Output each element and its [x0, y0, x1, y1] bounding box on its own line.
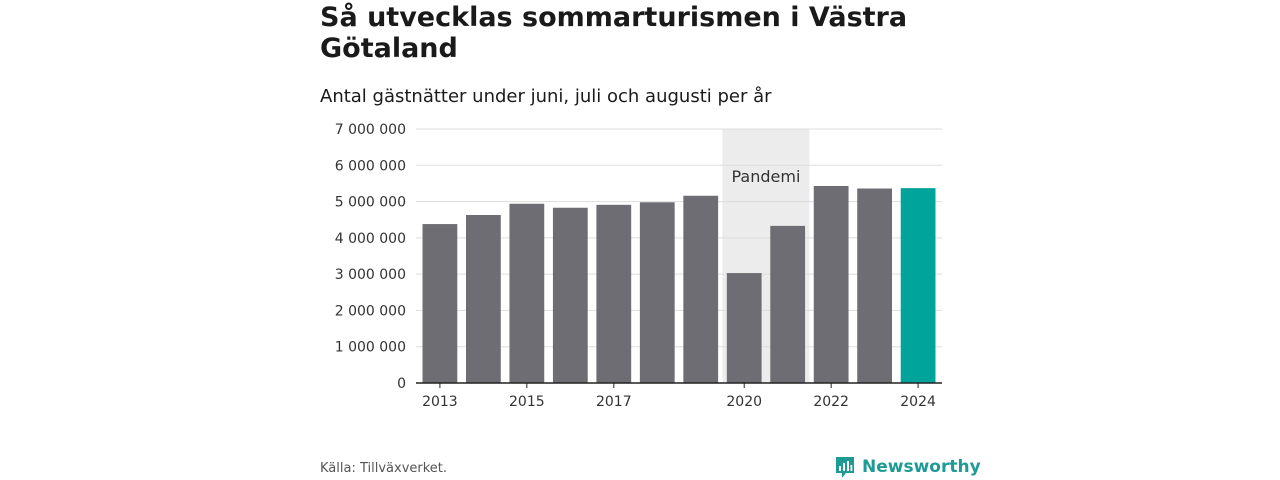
- bar: [552, 207, 588, 383]
- bar: [683, 195, 719, 383]
- chart-subtitle: Antal gästnätter under juni, juli och au…: [320, 86, 772, 107]
- y-tick-label: 2 000 000: [335, 303, 406, 319]
- bar: [770, 225, 806, 383]
- y-tick-label: 5 000 000: [335, 195, 406, 211]
- y-tick-label: 3 000 000: [335, 267, 406, 283]
- y-tick-label: 1 000 000: [335, 340, 406, 356]
- bar: [726, 273, 762, 383]
- bar: [813, 185, 849, 383]
- x-tick-label: 2015: [509, 394, 545, 410]
- y-tick-label: 7 000 000: [335, 122, 406, 138]
- newsworthy-logo-icon: [836, 457, 854, 478]
- source-note: Källa: Tillväxverket.: [320, 461, 448, 476]
- x-tick-label: 2017: [596, 394, 632, 410]
- brand-name: Newsworthy: [862, 457, 981, 477]
- bar: [857, 188, 893, 383]
- x-tick-label: 2022: [813, 394, 849, 410]
- y-tick-label: 0: [397, 376, 406, 392]
- pandemic-label: Pandemi: [731, 167, 800, 186]
- bar: [639, 202, 675, 383]
- x-tick-label: 2013: [422, 394, 458, 410]
- y-tick-label: 6 000 000: [335, 158, 406, 174]
- x-tick-label: 2024: [900, 394, 936, 410]
- brand-logo[interactable]: Newsworthy: [834, 455, 981, 479]
- bar: [596, 204, 632, 383]
- bar: [509, 203, 545, 383]
- x-tick-label: 2020: [726, 394, 762, 410]
- bar: [465, 214, 501, 383]
- y-tick-label: 4 000 000: [335, 231, 406, 247]
- chart-title: Så utvecklas sommarturismen i Västra Göt…: [320, 2, 908, 64]
- bar: [900, 188, 936, 383]
- bar: [422, 224, 458, 383]
